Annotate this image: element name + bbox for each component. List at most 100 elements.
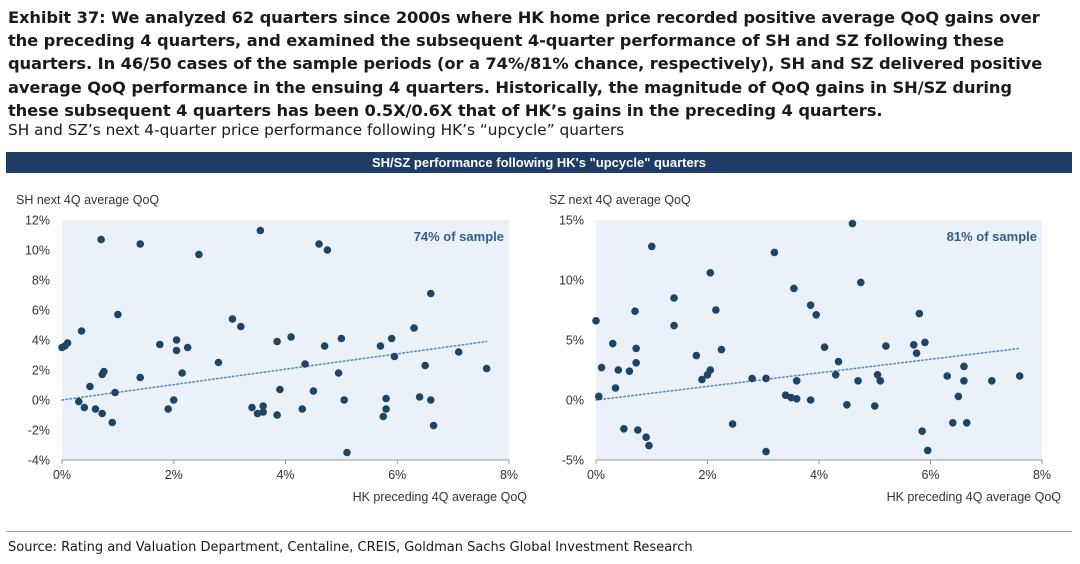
data-point	[608, 339, 617, 348]
data-point	[943, 372, 952, 380]
data-point	[429, 421, 438, 430]
data-point	[273, 337, 281, 346]
exhibit-heading: Exhibit 37: We analyzed 62 quarters sinc…	[8, 8, 1043, 120]
sample-percent-label: 74% of sample	[414, 229, 504, 244]
data-point	[770, 248, 779, 257]
data-point	[857, 278, 865, 287]
plot-area	[62, 220, 509, 460]
data-point	[340, 396, 348, 404]
y-tick-label: 10%	[25, 244, 50, 258]
data-point	[645, 441, 653, 450]
data-point	[80, 403, 89, 412]
data-point	[848, 219, 857, 228]
x-tick-label: 2%	[165, 468, 183, 482]
data-point	[169, 396, 178, 404]
data-point	[315, 240, 323, 248]
data-point	[97, 235, 105, 244]
data-point	[155, 340, 164, 349]
x-tick-label: 6%	[921, 468, 939, 482]
data-point	[426, 396, 435, 404]
data-point	[614, 366, 623, 374]
data-point	[594, 392, 603, 401]
data-point	[642, 433, 650, 442]
data-point	[831, 371, 840, 379]
data-point	[309, 387, 318, 395]
data-point	[712, 306, 720, 314]
y-axis-title: SZ next 4Q average QoQ	[549, 193, 691, 207]
data-point	[876, 377, 885, 385]
data-point	[172, 336, 181, 344]
x-tick-label: 0%	[53, 468, 71, 482]
y-tick-label: 10%	[559, 274, 584, 288]
chart-banner: SH/SZ performance following HK's "upcycl…	[6, 152, 1072, 173]
y-tick-label: 12%	[25, 214, 50, 228]
data-point	[387, 334, 396, 343]
data-point	[382, 405, 390, 413]
trendline	[61, 340, 488, 401]
data-point	[960, 377, 968, 385]
trendline	[595, 347, 1021, 401]
data-point	[195, 250, 203, 259]
data-point	[762, 447, 770, 456]
data-point	[379, 412, 388, 421]
y-tick-label: 6%	[32, 304, 50, 318]
data-point	[912, 349, 921, 358]
x-axis-title: HK preceding 4Q average QoQ	[353, 490, 528, 504]
data-point	[692, 351, 701, 360]
data-point	[806, 301, 815, 310]
data-point	[806, 396, 815, 404]
data-point	[632, 359, 640, 367]
x-tick-label: 2%	[698, 468, 716, 482]
data-point	[172, 346, 181, 355]
data-point	[298, 405, 307, 413]
y-tick-label: 0%	[32, 394, 50, 408]
data-point	[1015, 372, 1024, 380]
data-point	[647, 242, 656, 251]
data-point	[100, 367, 108, 376]
data-point	[748, 374, 756, 383]
data-point	[706, 269, 715, 277]
data-point	[632, 344, 640, 353]
data-point	[136, 373, 145, 382]
data-point	[86, 382, 94, 391]
data-point	[228, 315, 237, 323]
data-point	[410, 324, 418, 332]
data-point	[237, 322, 245, 331]
x-tick-label: 4%	[810, 468, 828, 482]
data-point	[301, 360, 309, 368]
data-point	[843, 401, 851, 409]
x-tick-label: 6%	[388, 468, 406, 482]
x-axis-title: HK preceding 4Q average QoQ	[887, 490, 1062, 504]
data-point	[873, 371, 882, 379]
data-point	[717, 345, 726, 354]
data-point	[320, 342, 329, 350]
data-point	[620, 425, 628, 433]
footer-divider	[6, 531, 1072, 532]
data-point	[923, 446, 932, 455]
data-point	[870, 402, 879, 410]
data-point	[256, 226, 265, 235]
data-point	[625, 367, 634, 376]
y-axis-title: SH next 4Q average QoQ	[16, 193, 159, 207]
data-point	[343, 448, 351, 457]
x-tick-label: 0%	[587, 468, 605, 482]
data-point	[390, 352, 399, 361]
data-point	[854, 377, 862, 385]
data-point	[631, 307, 639, 316]
x-tick-label: 8%	[1033, 468, 1051, 482]
x-tick-label: 4%	[276, 468, 294, 482]
plot-area	[596, 220, 1042, 460]
data-point	[882, 342, 890, 350]
data-point	[334, 369, 343, 377]
data-point	[136, 240, 145, 248]
data-point	[91, 405, 100, 413]
y-tick-label: -2%	[28, 424, 50, 438]
data-point	[611, 384, 620, 392]
data-point	[276, 385, 284, 394]
data-point	[74, 397, 83, 406]
data-point	[918, 427, 926, 436]
data-point	[949, 419, 957, 427]
data-point	[670, 321, 678, 330]
sz-scatter-chart: SZ next 4Q average QoQ-5%0%5%10%15%0% 2% 4…	[549, 193, 1061, 504]
data-point	[77, 327, 86, 335]
